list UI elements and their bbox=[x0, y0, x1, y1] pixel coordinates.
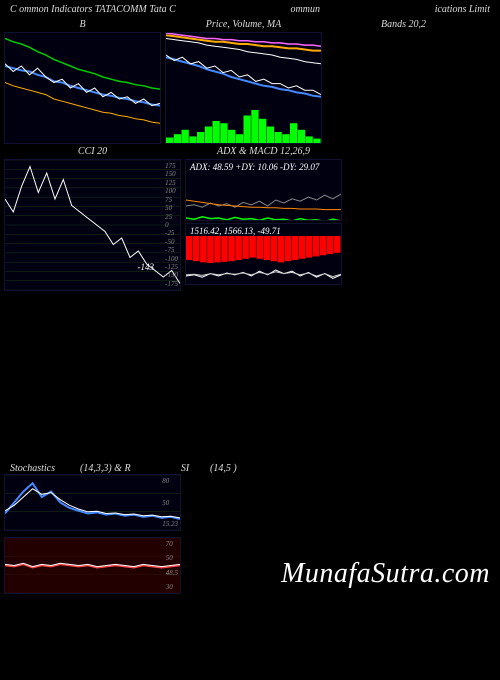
stoch-y-labels: 805015.23 bbox=[162, 475, 178, 530]
cci-y-labels: 1751501251007550250-25-50-75-100-125-150… bbox=[165, 160, 178, 290]
rsi-title: SI bbox=[160, 463, 210, 474]
col-cci: CCI 20 1751501251007550250-25-50-75-100-… bbox=[4, 146, 181, 291]
adx-label: ADX: 48.59 +DY: 10.06 -DY: 29.07 bbox=[190, 162, 319, 172]
bb-chart bbox=[5, 33, 160, 143]
header-mid: ommun bbox=[291, 4, 320, 15]
bb-panel bbox=[4, 32, 161, 144]
stoch-header: Stochastics (14,3,3) & R SI (14,5 ) bbox=[0, 463, 500, 474]
price-panel bbox=[165, 32, 322, 144]
rsi-panel: 705048.530 bbox=[4, 537, 181, 594]
bands-panel bbox=[326, 32, 481, 142]
stoch-panel: 805015.23 bbox=[4, 474, 181, 531]
page-header: C ommon Indicators TATACOMM Tata C ommun… bbox=[0, 0, 500, 19]
price-chart bbox=[166, 33, 321, 143]
bands-title: Bands 20,2 bbox=[326, 19, 481, 30]
rsi-chart bbox=[5, 538, 180, 593]
row-3: 805015.23 705048.530 bbox=[0, 474, 191, 594]
macd-label: 1516.42, 1566.13, -49.71 bbox=[190, 226, 281, 236]
rsi-params: (14,5 ) bbox=[210, 463, 237, 474]
bb-title: B bbox=[4, 19, 161, 30]
adx-title: ADX & MACD 12,26,9 bbox=[185, 146, 342, 157]
stoch-params: (14,3,3) & R bbox=[80, 463, 160, 474]
spacer bbox=[0, 293, 500, 463]
price-title: Price, Volume, MA bbox=[165, 19, 322, 30]
header-left: C ommon Indicators TATACOMM Tata C bbox=[10, 4, 176, 15]
stoch-chart bbox=[5, 475, 180, 530]
col-bands: Bands 20,2 bbox=[326, 19, 481, 144]
watermark: MunafaSutra.com bbox=[281, 558, 490, 590]
macd-panel: 1516.42, 1566.13, -49.71 bbox=[185, 223, 342, 285]
cci-value: -143 bbox=[138, 262, 155, 272]
rsi-y-labels: 705048.530 bbox=[166, 538, 178, 593]
row-1: B Price, Volume, MA Bands 20,2 bbox=[0, 19, 500, 144]
cci-panel: 1751501251007550250-25-50-75-100-125-150… bbox=[4, 159, 181, 291]
row-2: CCI 20 1751501251007550250-25-50-75-100-… bbox=[0, 146, 500, 291]
stoch-title: Stochastics bbox=[10, 463, 80, 474]
col-bb: B bbox=[4, 19, 161, 144]
cci-title: CCI 20 bbox=[4, 146, 181, 157]
header-right: ications Limit bbox=[435, 4, 490, 15]
adx-panel: ADX: 48.59 +DY: 10.06 -DY: 29.07 bbox=[185, 159, 342, 221]
col-price: Price, Volume, MA bbox=[165, 19, 322, 144]
col-adx-macd: ADX & MACD 12,26,9 ADX: 48.59 +DY: 10.06… bbox=[185, 146, 342, 291]
